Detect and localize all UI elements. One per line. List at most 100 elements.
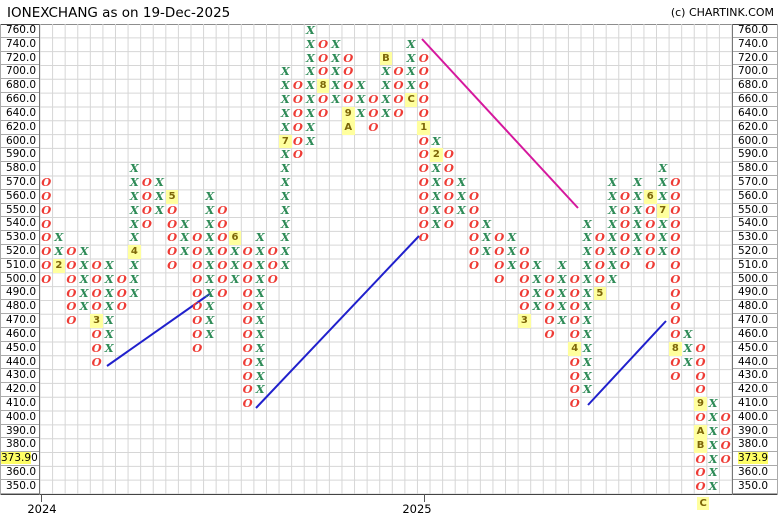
x-mark: X [431, 216, 441, 231]
month-marker: 3 [518, 314, 531, 329]
x-mark: X [557, 258, 567, 272]
x-mark: X [431, 188, 441, 203]
o-mark: O [494, 258, 505, 272]
o-mark: O [720, 410, 731, 425]
o-mark: O [41, 216, 52, 231]
x-mark: X [205, 299, 215, 314]
o-mark: O [393, 78, 404, 93]
o-mark: O [469, 258, 480, 272]
uptrend-line [587, 320, 667, 406]
x-mark: X [532, 299, 542, 314]
x-mark: X [180, 244, 190, 259]
o-mark: O [66, 285, 77, 300]
o-mark: O [418, 78, 429, 93]
o-mark: O [242, 327, 253, 342]
chart-title: IONEXCHANG as on 19-Dec-2025 [7, 5, 231, 21]
o-mark: O [192, 244, 203, 259]
x-mark: X [532, 285, 542, 300]
o-mark: O [418, 230, 429, 245]
o-mark: O [443, 147, 454, 162]
x-mark: X [129, 230, 139, 245]
o-mark: O [519, 258, 530, 272]
o-mark: O [544, 313, 555, 328]
o-mark: O [393, 64, 404, 79]
o-mark: O [620, 258, 631, 272]
y-axis-label: 460.0 [733, 328, 777, 342]
o-mark: O [318, 50, 329, 65]
x-mark: X [79, 285, 89, 300]
o-mark: O [519, 271, 530, 286]
o-mark: O [645, 216, 656, 231]
o-mark: O [217, 285, 228, 300]
o-mark: O [418, 188, 429, 203]
x-mark: X [582, 230, 592, 245]
o-mark: O [494, 271, 505, 286]
o-mark: O [368, 92, 379, 107]
y-axis-label: 530.0 [1, 231, 39, 245]
x-mark: X [205, 188, 215, 203]
x-mark: X [129, 175, 139, 190]
y-axis-label: 700.0 [1, 65, 39, 80]
o-mark: O [645, 258, 656, 272]
o-mark: O [443, 202, 454, 217]
month-marker: 8 [316, 79, 330, 94]
y-axis-label: 550.0 [733, 204, 777, 218]
y-axis-label: 510.0 [733, 259, 777, 273]
x-mark: X [255, 258, 265, 272]
y-axis-label: 580.0 [733, 162, 777, 176]
o-mark: O [670, 368, 681, 383]
x-mark: X [708, 437, 718, 452]
x-mark: X [205, 313, 215, 328]
month-marker: 5 [593, 286, 607, 301]
x-mark: X [658, 244, 668, 259]
o-mark: O [116, 299, 127, 314]
x-mark: X [280, 78, 290, 93]
x-mark: X [280, 161, 290, 176]
x-mark: X [582, 216, 592, 231]
x-mark: X [532, 271, 542, 286]
x-mark: X [457, 188, 466, 203]
month-marker: 6 [228, 231, 242, 246]
x-mark: X [280, 202, 290, 217]
x-mark: X [356, 92, 366, 107]
x-mark: X [280, 188, 290, 203]
x-mark: X [280, 244, 290, 259]
x-mark: X [658, 216, 668, 231]
month-marker: 9 [341, 106, 355, 121]
x-mark: X [708, 410, 718, 425]
x-mark: X [582, 382, 592, 397]
x-axis-year-label: 2025 [402, 502, 432, 516]
o-mark: O [242, 244, 253, 259]
x-mark: X [708, 451, 718, 466]
x-mark: X [205, 285, 215, 300]
x-mark: X [306, 133, 315, 148]
o-mark: O [443, 216, 454, 231]
y-axis-label: 550.0 [1, 204, 39, 218]
x-mark: X [280, 230, 290, 245]
y-axis-label: 600.0 [733, 135, 777, 149]
o-mark: O [141, 202, 152, 217]
o-mark: O [695, 410, 706, 425]
o-mark: O [41, 188, 52, 203]
o-mark: O [544, 285, 555, 300]
x-mark: X [79, 299, 89, 314]
month-marker: 6 [643, 189, 657, 204]
o-mark: O [192, 313, 203, 328]
o-mark: O [469, 244, 480, 259]
x-mark: X [255, 299, 265, 314]
x-mark: X [557, 271, 567, 286]
o-mark: O [66, 244, 77, 259]
x-mark: X [708, 396, 718, 411]
month-marker: A [341, 120, 355, 135]
o-mark: O [594, 244, 605, 259]
y-axis-label: 720.0 [733, 52, 777, 66]
o-mark: O [569, 299, 580, 314]
o-mark: O [192, 258, 203, 272]
x-mark: X [54, 244, 64, 259]
x-mark: X [658, 161, 668, 176]
o-mark: O [141, 188, 152, 203]
x-mark: X [457, 175, 466, 190]
x-mark: X [306, 92, 315, 107]
x-mark: X [280, 92, 290, 107]
